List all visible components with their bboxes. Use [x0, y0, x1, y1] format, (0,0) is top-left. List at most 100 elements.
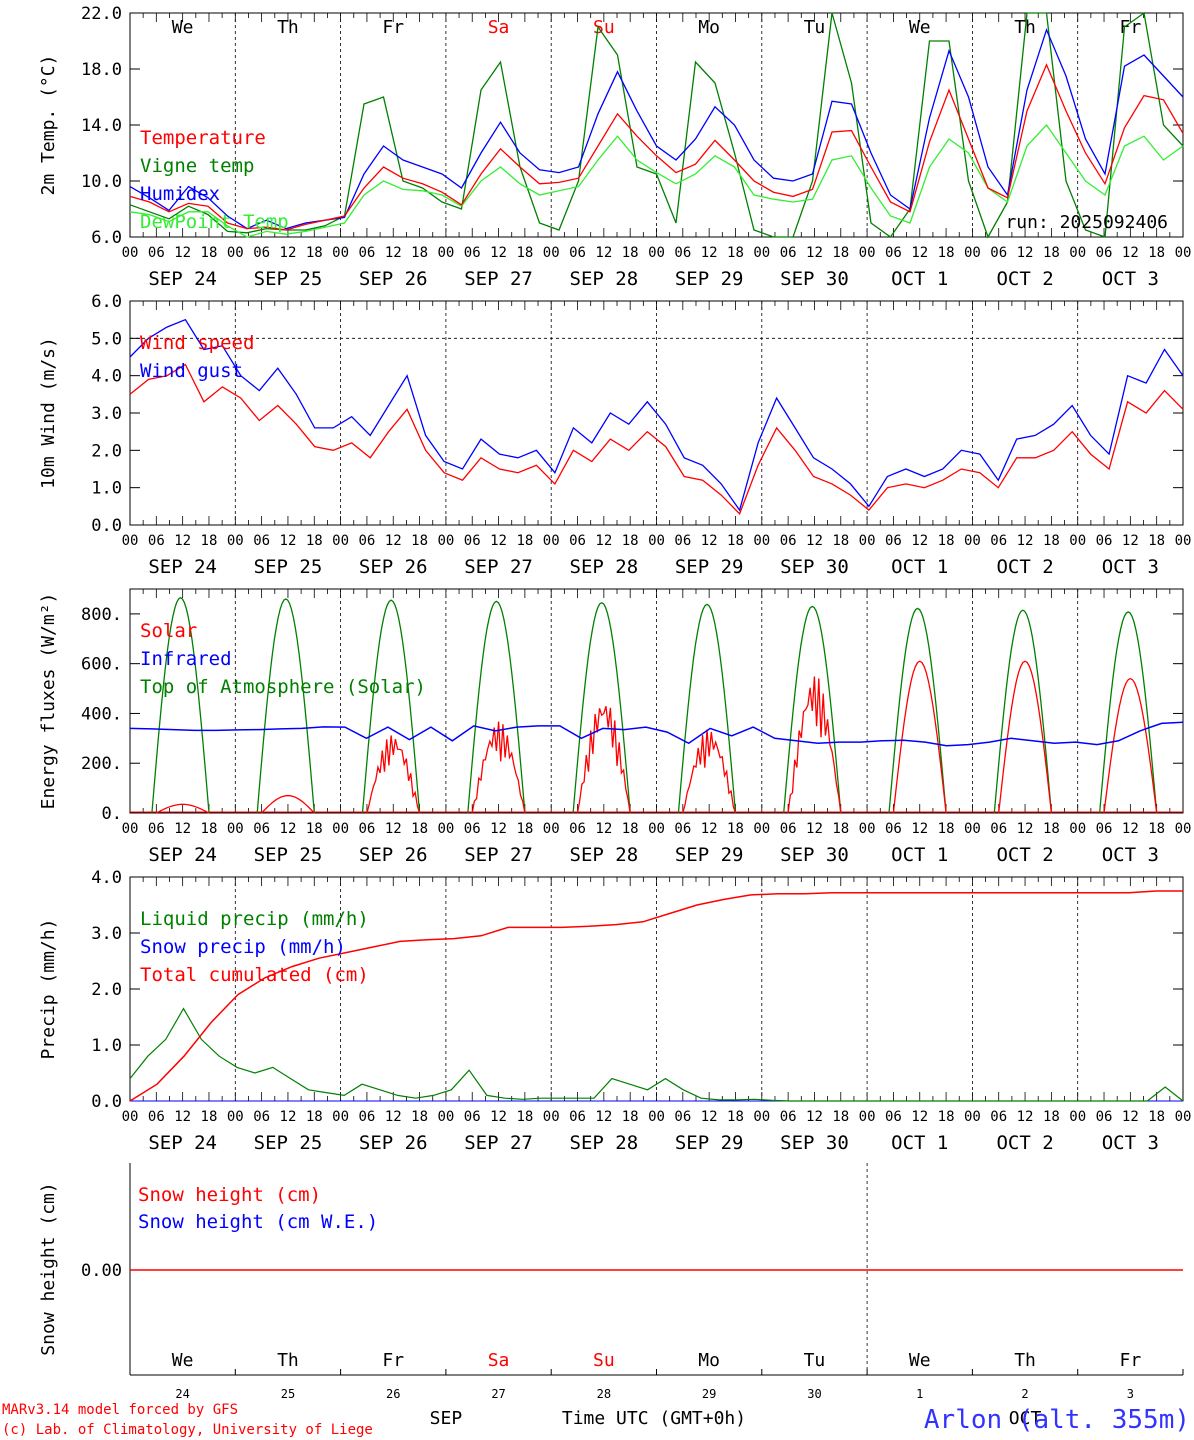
- x-hour-tick-label: 00: [1069, 533, 1086, 549]
- x-date-label: SEP 29: [675, 1132, 744, 1154]
- x-hour-tick-label: 06: [358, 245, 375, 261]
- x-hour-tick-label: 18: [938, 1109, 955, 1125]
- legend-entry: Temperature: [140, 127, 266, 149]
- x-hour-tick-label: 18: [411, 533, 428, 549]
- x-hour-tick-label: 12: [806, 821, 823, 837]
- day-number-label: 24: [175, 1387, 189, 1401]
- x-date-label: OCT 1: [891, 1132, 948, 1154]
- x-hour-tick-label: 00: [437, 1109, 454, 1125]
- day-number-label: 26: [386, 1387, 400, 1401]
- y-axis-label: Energy fluxes (W/m²): [38, 593, 59, 810]
- y-tick-label: 3.0: [91, 404, 122, 424]
- y-tick-label: 6.0: [91, 228, 122, 248]
- x-hour-tick-label: 00: [1175, 1109, 1192, 1125]
- x-axis-title: Time UTC (GMT+0h): [562, 1408, 746, 1429]
- x-hour-tick-label: 18: [516, 245, 533, 261]
- x-hour-tick-label: 18: [306, 1109, 323, 1125]
- x-hour-tick-label: 12: [595, 1109, 612, 1125]
- x-date-label: SEP 28: [570, 268, 639, 290]
- x-hour-tick-label: 18: [938, 245, 955, 261]
- solar-curve: [261, 794, 315, 814]
- x-hour-tick-label: 06: [148, 245, 165, 261]
- x-hour-tick-label: 12: [911, 1109, 928, 1125]
- x-hour-tick-label: 06: [464, 245, 481, 261]
- x-hour-tick-label: 12: [1122, 245, 1139, 261]
- x-date-label: SEP 27: [464, 844, 533, 866]
- y-tick-label: 3.0: [91, 924, 122, 944]
- x-hour-tick-label: 12: [595, 245, 612, 261]
- y-tick-label: 200.: [81, 754, 122, 774]
- toa-solar-curve: [677, 603, 737, 814]
- x-hour-tick-label: 00: [543, 821, 560, 837]
- solar-curve: [576, 706, 631, 814]
- x-hour-tick-label: 18: [306, 821, 323, 837]
- x-date-label: SEP 25: [254, 268, 323, 290]
- solar-curve: [156, 803, 210, 814]
- x-hour-tick-label: 00: [227, 533, 244, 549]
- x-hour-tick-label: 18: [938, 533, 955, 549]
- x-hour-tick-label: 18: [727, 245, 744, 261]
- x-hour-tick-label: 18: [1148, 1109, 1165, 1125]
- legend-entry: Wind gust: [140, 360, 243, 382]
- x-hour-tick-label: 18: [622, 1109, 639, 1125]
- weekday-label: Fr: [1120, 17, 1142, 38]
- x-hour-tick-label: 00: [753, 821, 770, 837]
- x-hour-tick-label: 00: [332, 1109, 349, 1125]
- x-hour-tick-label: 12: [1122, 821, 1139, 837]
- x-hour-tick-label: 00: [1175, 245, 1192, 261]
- x-hour-tick-label: 06: [1096, 1109, 1113, 1125]
- day-number-label: 30: [807, 1387, 821, 1401]
- x-hour-tick-label: 12: [280, 1109, 297, 1125]
- x-hour-tick-label: 00: [753, 245, 770, 261]
- x-hour-tick-label: 06: [780, 533, 797, 549]
- y-tick-label: 0.0: [91, 516, 122, 536]
- weekday-label: Tu: [804, 17, 826, 38]
- toa-solar-curve: [151, 596, 210, 814]
- weekday-label: We: [172, 1350, 194, 1371]
- x-hour-tick-label: 00: [543, 1109, 560, 1125]
- y-tick-label: 0.00: [81, 1261, 122, 1281]
- x-hour-tick-label: 18: [832, 245, 849, 261]
- month-label: OCT: [1009, 1408, 1042, 1429]
- x-hour-tick-label: 00: [648, 1109, 665, 1125]
- x-hour-tick-label: 12: [385, 821, 402, 837]
- x-hour-tick-label: 18: [201, 1109, 218, 1125]
- x-hour-tick-label: 06: [990, 245, 1007, 261]
- x-hour-tick-label: 18: [1043, 533, 1060, 549]
- x-date-label: OCT 3: [1102, 844, 1159, 866]
- x-hour-tick-label: 12: [490, 821, 507, 837]
- x-hour-tick-label: 12: [701, 245, 718, 261]
- x-date-label: SEP 25: [254, 1132, 323, 1154]
- x-hour-tick-label: 06: [990, 533, 1007, 549]
- x-hour-tick-label: 00: [227, 821, 244, 837]
- y-tick-label: 14.0: [81, 116, 122, 136]
- x-hour-tick-label: 06: [885, 245, 902, 261]
- x-date-label: OCT 3: [1102, 556, 1159, 578]
- x-date-label: SEP 25: [254, 844, 323, 866]
- x-date-label: OCT 1: [891, 844, 948, 866]
- x-hour-tick-label: 06: [885, 1109, 902, 1125]
- solar-curve: [998, 660, 1053, 814]
- weekday-label: Tu: [804, 1350, 826, 1371]
- x-hour-tick-label: 12: [911, 533, 928, 549]
- x-hour-tick-label: 06: [780, 1109, 797, 1125]
- x-hour-tick-label: 00: [332, 821, 349, 837]
- x-date-label: OCT 1: [891, 268, 948, 290]
- weekday-label: We: [172, 17, 194, 38]
- x-hour-tick-label: 06: [464, 1109, 481, 1125]
- x-hour-tick-label: 12: [490, 1109, 507, 1125]
- y-tick-label: 18.0: [81, 60, 122, 80]
- toa-solar-curve: [1098, 611, 1158, 814]
- weekday-label: Th: [277, 17, 299, 38]
- legend-entry: Humidex: [140, 183, 220, 205]
- y-tick-label: 0.: [102, 804, 122, 824]
- day-number-label: 2: [1021, 1387, 1028, 1401]
- toa-solar-curve: [888, 607, 947, 814]
- x-hour-tick-label: 00: [543, 533, 560, 549]
- series-line-dewpoint-temp: [129, 123, 1184, 238]
- x-hour-tick-label: 06: [253, 533, 270, 549]
- y-tick-label: 22.0: [81, 4, 122, 24]
- x-date-label: SEP 26: [359, 844, 428, 866]
- x-hour-tick-label: 00: [753, 533, 770, 549]
- x-hour-tick-label: 06: [1096, 533, 1113, 549]
